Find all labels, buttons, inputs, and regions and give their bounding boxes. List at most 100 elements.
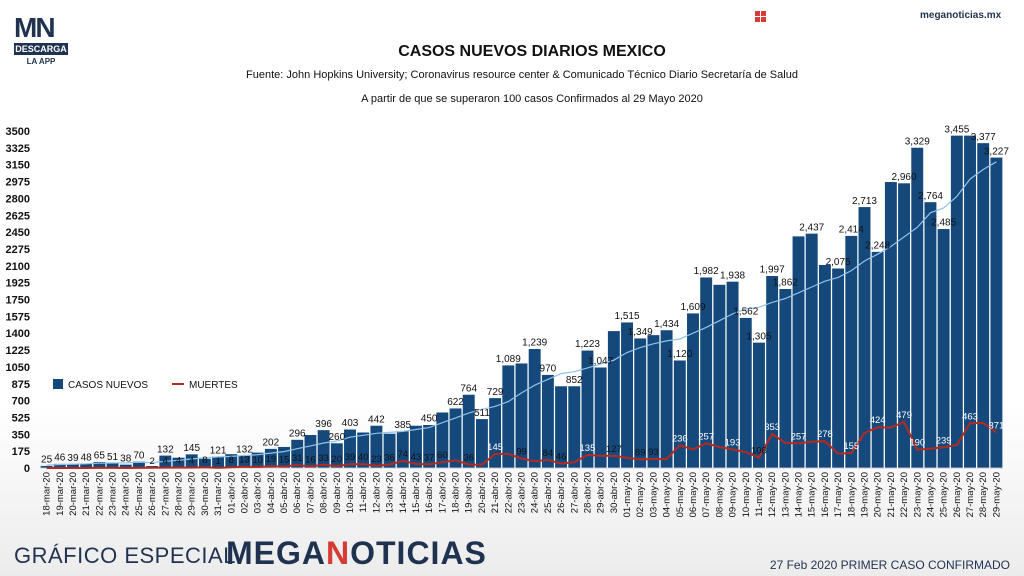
x-tick-label: 03-may-20 [648,472,659,517]
bar [739,317,753,469]
y-tick-label: 2800 [6,193,30,205]
muertes-label: 74 [397,449,408,460]
x-tick-label: 19-may-20 [859,472,870,517]
x-tick-label: 17-abr-20 [437,472,448,513]
casos-label: 403 [342,418,359,429]
casos-label: 450 [421,414,438,425]
x-tick-label: 19-mar-20 [55,472,66,516]
bar [541,374,555,469]
muertes-label: 93 [648,447,659,458]
chart-subtitle: Fuente: John Hopkins University; Coronav… [246,69,798,81]
casos-label: 1,562 [733,307,758,318]
bar [435,411,449,469]
casos-label: 1,982 [694,266,719,277]
x-tick-label: 30-mar-20 [200,472,211,516]
casos-label: 3,377 [971,132,996,143]
casos-label: 3,227 [984,146,1009,157]
casos-label: 48 [81,452,93,463]
casos-label: 2,960 [892,172,917,183]
casos-label: 132 [157,444,174,455]
muertes-label: 108 [751,446,767,457]
x-tick-label: 11-may-20 [754,472,765,517]
y-tick-label: 3500 [6,126,30,138]
x-tick-label: 22-may-20 [899,472,910,517]
x-tick-label: 12-may-20 [767,472,778,517]
x-tick-label: 04-may-20 [662,472,673,517]
casos-label: 1,997 [760,265,785,276]
muertes-label: 257 [698,431,714,442]
x-tick-label: 07-may-20 [701,472,712,517]
x-tick-label: 01-abr-20 [226,472,237,513]
casos-label: 442 [368,414,385,425]
x-tick-label: 23-abr-20 [517,472,528,513]
muertes-label: 4 [163,456,168,467]
x-tick-label: 21-abr-20 [490,472,501,513]
casos-label: 1,120 [667,349,692,360]
bar [937,228,951,469]
muertes-label: 19 [266,454,277,465]
x-tick-label: 27-mar-20 [160,472,171,516]
bar [356,431,370,469]
muertes-label: 424 [870,415,886,426]
x-tick-label: 28-may-20 [978,472,989,517]
casos-label: 39 [67,453,79,464]
legend-label-muertes: MUERTES [189,380,238,391]
x-tick-label: 25-may-20 [939,472,950,517]
muertes-label: 36 [384,453,395,464]
x-tick-label: 31-mar-20 [213,472,224,516]
casos-label: 729 [487,387,504,398]
bar [884,181,898,469]
bar [303,434,317,469]
muertes-label: 46 [556,452,567,463]
muertes-label: 16 [305,454,316,465]
bar [369,425,383,469]
bar [778,288,792,469]
casos-label: 46 [54,453,66,464]
x-tick-label: 21-mar-20 [81,472,92,516]
bar [317,429,331,469]
x-tick-label: 26-may-20 [952,472,963,517]
casos-label: 622 [447,397,464,408]
casos-label: 511 [474,408,490,419]
bar [752,342,766,469]
bar [488,397,502,469]
bar [660,329,674,469]
x-tick-label: 11-abr-20 [358,472,369,513]
bar [805,233,819,469]
x-tick-label: 25-abr-20 [543,472,554,513]
muertes-label: 2 [149,456,154,467]
muertes-label: 40 [358,452,369,463]
muertes-label: 257 [791,431,807,442]
y-tick-label: 1050 [6,362,30,374]
bar [290,439,304,469]
x-tick-label: 27-may-20 [965,472,976,517]
bar [422,424,436,469]
x-tick-label: 26-mar-20 [147,472,158,516]
x-tick-label: 21-may-20 [886,472,897,517]
x-tick-label: 18-mar-20 [42,472,53,516]
bar [686,312,700,469]
casos-label: 852 [566,375,583,386]
y-tick-label: 1400 [6,328,30,340]
x-tick-label: 18-abr-20 [451,472,462,513]
bar [251,452,265,469]
casos-label: 202 [263,438,280,449]
muertes-label: 463 [962,411,978,422]
bar [448,407,463,469]
legend-label-casos: CASOS NUEVOS [68,380,148,391]
x-tick-label: 13-abr-20 [385,472,396,513]
muertes-label: 8 [229,455,234,466]
logo-app: LA APP [26,57,56,66]
bar [620,321,634,469]
bar [963,135,977,469]
x-tick-label: 17-may-20 [833,472,844,517]
lines-group [46,161,997,470]
x-tick-label: 20-mar-20 [68,472,79,516]
bar [831,267,845,469]
site-url[interactable]: meganoticias.mx [920,10,1002,21]
x-tick-label: 02-abr-20 [239,472,250,513]
x-tick-label: 05-abr-20 [279,472,290,513]
x-tick-label: 23-may-20 [912,472,923,517]
muertes-label: 239 [936,435,952,446]
